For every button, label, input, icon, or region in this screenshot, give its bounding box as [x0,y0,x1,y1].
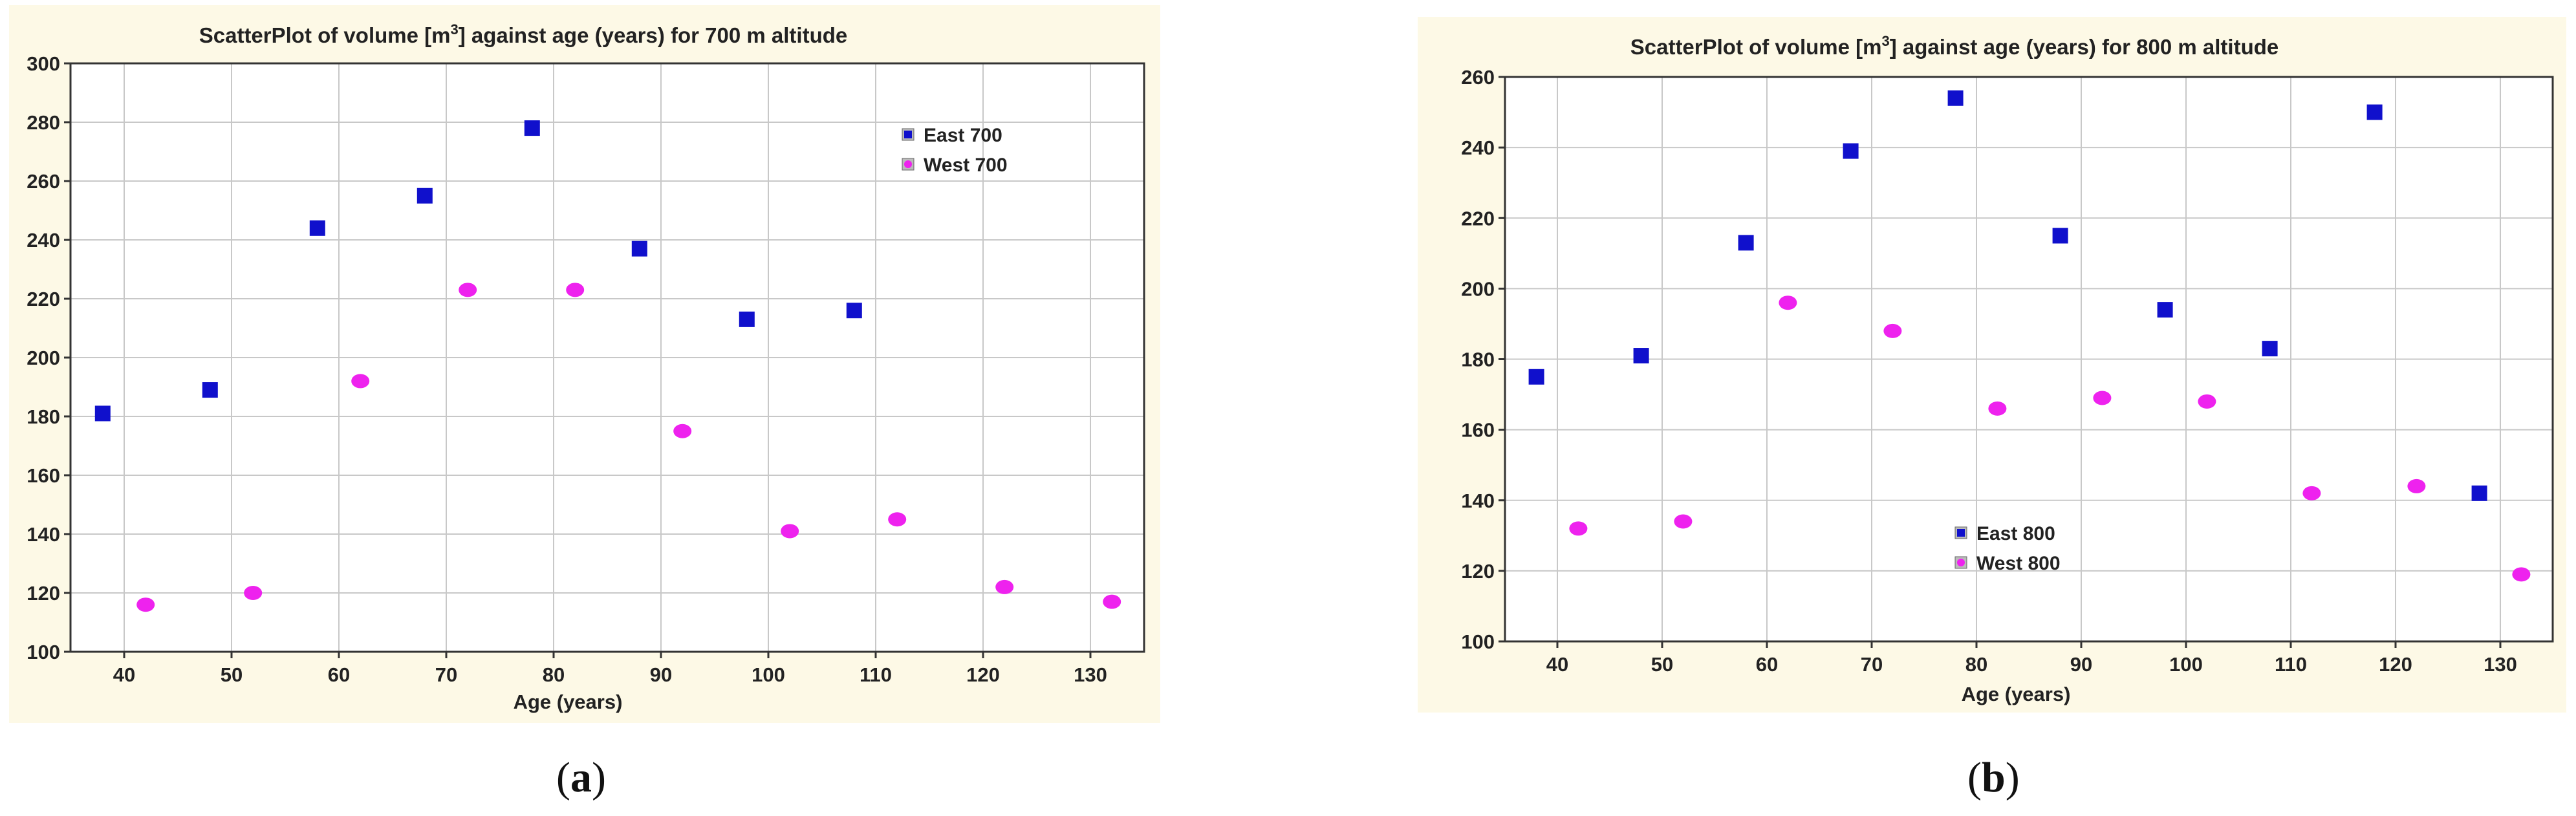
east-data-point [631,241,647,257]
y-tick-label: 100 [1461,630,1495,653]
legend-label: West 800 [1976,553,2061,574]
west-data-point [1988,401,2007,416]
west-data-point [2407,478,2426,493]
west-data-point [673,424,692,438]
east-data-point [202,382,218,398]
scatter-plot-a: ScatterPlot of volume [m3] against age (… [27,21,1145,713]
caption-a: (a) [556,754,606,801]
west-data-point [1883,323,1902,338]
east-data-point [1633,348,1649,364]
x-tick-label: 80 [1965,653,1987,676]
x-tick-label: 100 [2169,653,2203,676]
legend-marker [904,160,912,168]
west-data-point [781,524,799,539]
x-tick-label: 120 [2379,653,2412,676]
x-tick-label: 130 [1074,663,1107,686]
x-tick-label: 110 [2275,653,2307,676]
x-tick-label: 90 [2070,653,2092,676]
east-data-point [309,220,325,236]
y-tick-label: 120 [27,582,60,605]
east-data-point [94,405,111,422]
y-tick-label: 180 [1461,349,1495,371]
x-tick-label: 100 [752,663,785,686]
chart-panel-a: ScatterPlot of volume [m3] against age (… [9,5,1160,723]
legend-label: West 700 [924,155,1008,176]
x-tick-label: 70 [1861,653,1883,676]
west-data-point [2302,486,2321,500]
east-data-point [2262,341,2278,357]
x-tick-label: 70 [435,663,457,686]
y-tick-label: 120 [1461,560,1495,583]
east-data-point [1843,143,1859,159]
y-tick-label: 180 [27,405,60,428]
y-tick-label: 200 [1461,277,1495,300]
x-tick-label: 120 [966,663,1000,686]
east-data-point [2366,104,2383,120]
east-data-point [1738,235,1754,251]
west-data-point [136,597,155,612]
west-data-point [351,374,370,389]
y-tick-label: 260 [27,170,60,193]
x-tick-label: 130 [2484,653,2517,676]
scatter-plot-b: ScatterPlot of volume [m3] against age (… [1461,33,2554,705]
chart-panel-b: ScatterPlot of volume [m3] against age (… [1418,17,2566,713]
x-tick-label: 40 [1546,653,1568,676]
y-tick-label: 240 [1461,136,1495,159]
west-data-point [2093,391,2112,405]
west-data-point [566,283,585,297]
x-tick-label: 40 [113,663,135,686]
east-data-point [739,311,755,327]
x-tick-label: 80 [543,663,565,686]
east-data-point [2052,228,2068,244]
y-tick-label: 200 [27,347,60,369]
east-data-point [1947,90,1964,106]
legend-marker [904,131,912,138]
y-tick-label: 240 [27,229,60,252]
x-tick-label: 110 [860,663,892,686]
x-tick-label: 90 [650,663,672,686]
west-data-point [888,512,907,527]
legend-marker [1957,559,1965,566]
west-data-point [995,579,1014,594]
west-data-point [459,283,477,297]
legend-label: East 800 [1976,523,2055,544]
east-data-point [2157,302,2173,318]
y-tick-label: 140 [27,523,60,546]
east-data-point [2471,485,2487,501]
west-data-point [244,586,263,600]
chart-title-b: ScatterPlot of volume [m3] against age (… [1630,33,2279,59]
east-data-point [1528,369,1544,385]
x-tick-label: 50 [1651,653,1673,676]
west-data-point [1779,295,1797,310]
east-data-point [846,303,862,319]
west-data-point [1103,594,1121,609]
y-tick-label: 140 [1461,489,1495,512]
x-axis-label-a: Age (years) [514,691,623,713]
x-tick-label: 60 [328,663,350,686]
y-tick-label: 220 [27,288,60,310]
x-tick-label: 60 [1756,653,1778,676]
west-data-point [1569,521,1588,536]
legend-label: East 700 [924,125,1002,146]
x-axis-label-b: Age (years) [1962,683,2071,705]
y-tick-label: 300 [27,52,60,75]
y-tick-label: 160 [27,464,60,487]
x-tick-label: 50 [221,663,243,686]
west-data-point [1674,514,1693,529]
y-tick-label: 220 [1461,207,1495,230]
chart-title-a: ScatterPlot of volume [m3] against age (… [199,21,848,47]
east-data-point [417,188,433,204]
y-tick-label: 280 [27,111,60,134]
y-tick-label: 260 [1461,66,1495,89]
east-data-point [524,120,540,136]
west-data-point [2512,567,2531,582]
legend-marker [1957,529,1965,537]
west-data-point [2198,394,2216,409]
y-tick-label: 160 [1461,419,1495,442]
caption-b: (b) [1967,754,2020,801]
y-tick-label: 100 [27,641,60,663]
